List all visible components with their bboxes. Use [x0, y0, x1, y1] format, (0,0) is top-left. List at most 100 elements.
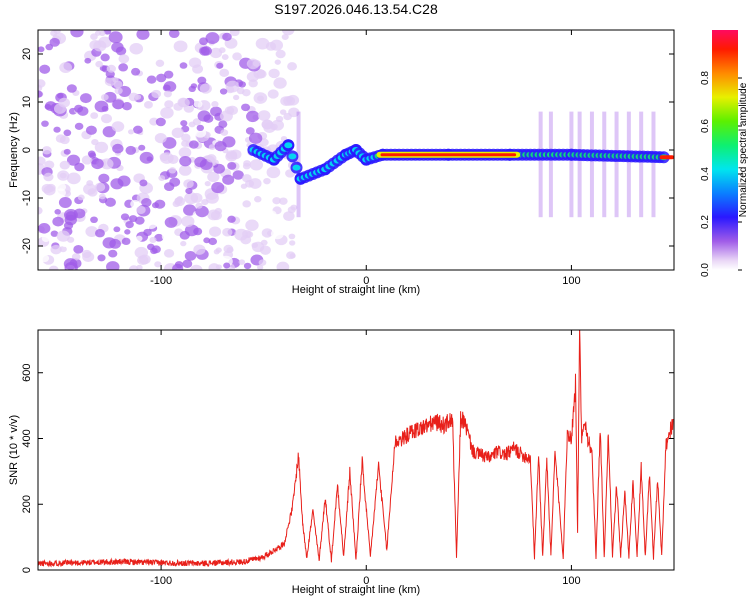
heat-cell [199, 83, 212, 94]
heat-cell [193, 100, 203, 108]
heat-cell [203, 237, 211, 244]
heat-cell [138, 144, 146, 151]
heat-cell [156, 73, 167, 83]
heat-cell [207, 171, 220, 183]
y-tick-label: 20 [21, 48, 33, 60]
y-tick-label: -10 [21, 190, 33, 206]
heat-cell [163, 90, 172, 98]
heat-cell [209, 47, 223, 59]
heat-cell [71, 253, 81, 261]
ridge-core [288, 153, 297, 160]
heat-cell [183, 179, 194, 189]
heat-cell [246, 110, 260, 123]
heat-cell [129, 265, 139, 270]
heat-cell [208, 226, 222, 237]
heat-cell [226, 195, 235, 203]
heat-cell [38, 223, 51, 234]
x-tick-label: 100 [562, 275, 580, 287]
heat-cell [146, 156, 153, 162]
heat-cell [111, 121, 125, 132]
y-tick-label: 0 [21, 147, 33, 153]
heat-cell [38, 156, 46, 166]
heat-cell [180, 240, 187, 247]
heat-cell [251, 242, 258, 248]
heat-cell [272, 197, 281, 205]
spectrogram-y-label: Frequency (Hz) [8, 112, 20, 188]
heat-cell [54, 209, 61, 215]
heat-cell [163, 182, 175, 192]
heat-cell [163, 70, 174, 79]
colorbar-tick-label: 0.8 [700, 71, 711, 85]
heat-cell [274, 59, 281, 65]
heat-cell [129, 42, 144, 55]
colorbar: 0.0 0.2 0.4 0.6 0.8 Normalized spectral ampl… [700, 30, 749, 277]
heat-cell [70, 30, 84, 38]
heat-cell [188, 85, 196, 93]
heat-cell [180, 120, 188, 127]
heat-cell [267, 89, 279, 99]
heat-cell [270, 228, 284, 240]
heat-cell [100, 113, 113, 124]
spectrogram-x-label: Height of straight line (km) [292, 284, 420, 296]
heat-cell [182, 259, 193, 268]
heat-cell [248, 178, 262, 189]
heat-cell [38, 90, 43, 98]
heat-cell [196, 124, 205, 132]
heat-cell [141, 198, 152, 207]
heat-streak [569, 111, 574, 218]
heat-cell [238, 259, 246, 265]
heat-cell [128, 92, 139, 102]
heat-cell [184, 250, 197, 261]
heat-cell [154, 261, 162, 268]
heat-cell [43, 185, 56, 196]
ridge-core [292, 164, 301, 171]
heat-cell [267, 210, 277, 219]
heat-cell [66, 154, 81, 166]
heat-cell [130, 199, 140, 209]
x-tick-label: -100 [150, 575, 172, 587]
heat-cell [120, 213, 130, 221]
heat-cell [136, 30, 150, 40]
heat-cell [78, 80, 92, 92]
heat-cell [229, 30, 240, 37]
heat-cell [178, 77, 188, 86]
heat-cell [100, 93, 109, 101]
heat-cell [172, 263, 184, 270]
heat-cell [181, 133, 191, 142]
heat-cell [205, 32, 220, 44]
heat-cell [127, 129, 135, 135]
heat-cell [55, 188, 66, 198]
heat-cell [211, 181, 225, 194]
heat-cell [118, 54, 130, 64]
heat-cell [95, 229, 105, 238]
heat-cell [248, 132, 263, 144]
heat-cell [190, 264, 203, 270]
heat-cell [154, 133, 167, 144]
heat-cell [219, 88, 228, 95]
heat-cell [123, 30, 133, 36]
heat-cell [84, 57, 92, 64]
heat-cell [131, 67, 141, 76]
heat-cell [164, 216, 178, 228]
heat-cell [41, 234, 51, 243]
heat-cell [112, 143, 124, 154]
heat-cell [155, 117, 166, 127]
heat-cell [55, 134, 66, 143]
heat-cell [167, 154, 179, 165]
heat-cell [122, 102, 132, 111]
heat-cell [95, 60, 103, 68]
heat-cell [263, 177, 271, 185]
heat-cell [72, 187, 80, 195]
heat-cell [249, 159, 264, 171]
heat-cell [188, 121, 196, 128]
heat-cell [104, 197, 116, 207]
heat-cell [257, 110, 271, 121]
snr-frame [37, 329, 675, 571]
heat-cell [85, 226, 99, 237]
heat-streak [651, 111, 656, 218]
heat-cell [56, 230, 70, 242]
heat-cell [214, 140, 227, 152]
heat-streak [538, 111, 543, 218]
heat-cell [52, 216, 64, 227]
x-tick-label: 100 [562, 575, 580, 587]
